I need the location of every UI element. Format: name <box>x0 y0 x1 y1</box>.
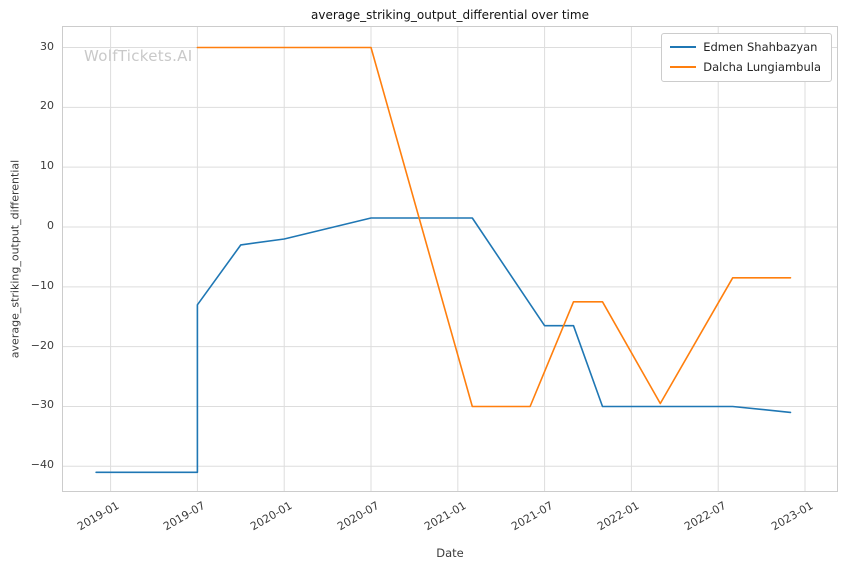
legend-label: Dalcha Lungiambula <box>703 60 821 74</box>
x-tick-label: 2019-01 <box>74 499 122 534</box>
x-tick-label: 2021-01 <box>422 499 469 534</box>
x-tick-label: 2022-01 <box>595 499 642 534</box>
y-axis-label: average_striking_output_differential <box>8 159 22 359</box>
axes-border <box>62 26 838 492</box>
legend-label: Edmen Shahbazyan <box>703 40 818 54</box>
x-tick-label: 2020-01 <box>248 499 295 534</box>
legend-item: Edmen Shahbazyan <box>670 40 821 54</box>
y-tick-label: 10 <box>40 159 54 173</box>
y-tick-label: 20 <box>40 99 54 113</box>
y-tick-label: −10 <box>30 278 54 292</box>
legend-line-swatch <box>670 46 697 48</box>
line-edmen-shahbazyan <box>95 217 792 474</box>
chart-title: average_striking_output_differential ove… <box>311 8 589 22</box>
x-tick-label: 2022-07 <box>682 499 729 534</box>
plot-svg <box>62 26 838 492</box>
legend: Edmen Shahbazyan Dalcha Lungiambula <box>661 33 832 82</box>
y-tick-label: 0 <box>47 218 54 232</box>
y-tick-label: −40 <box>30 458 54 472</box>
y-tick-label: −20 <box>30 338 54 352</box>
y-tick-label: 30 <box>40 39 54 53</box>
x-tick-label: 2019-07 <box>161 499 208 534</box>
line-dalcha-lungiambula <box>196 46 792 408</box>
plot-area: WolfTickets.AI Edmen Shahbazyan Dalcha L… <box>62 26 838 492</box>
x-axis-label: Date <box>436 546 464 560</box>
watermark: WolfTickets.AI <box>84 47 193 65</box>
legend-item: Dalcha Lungiambula <box>670 60 821 74</box>
legend-line-swatch <box>670 66 697 68</box>
x-tick-label: 2021-07 <box>508 499 556 534</box>
y-tick-label: −30 <box>30 398 54 412</box>
x-tick-label: 2023-01 <box>769 499 816 534</box>
x-tick-label: 2020-07 <box>335 499 382 534</box>
